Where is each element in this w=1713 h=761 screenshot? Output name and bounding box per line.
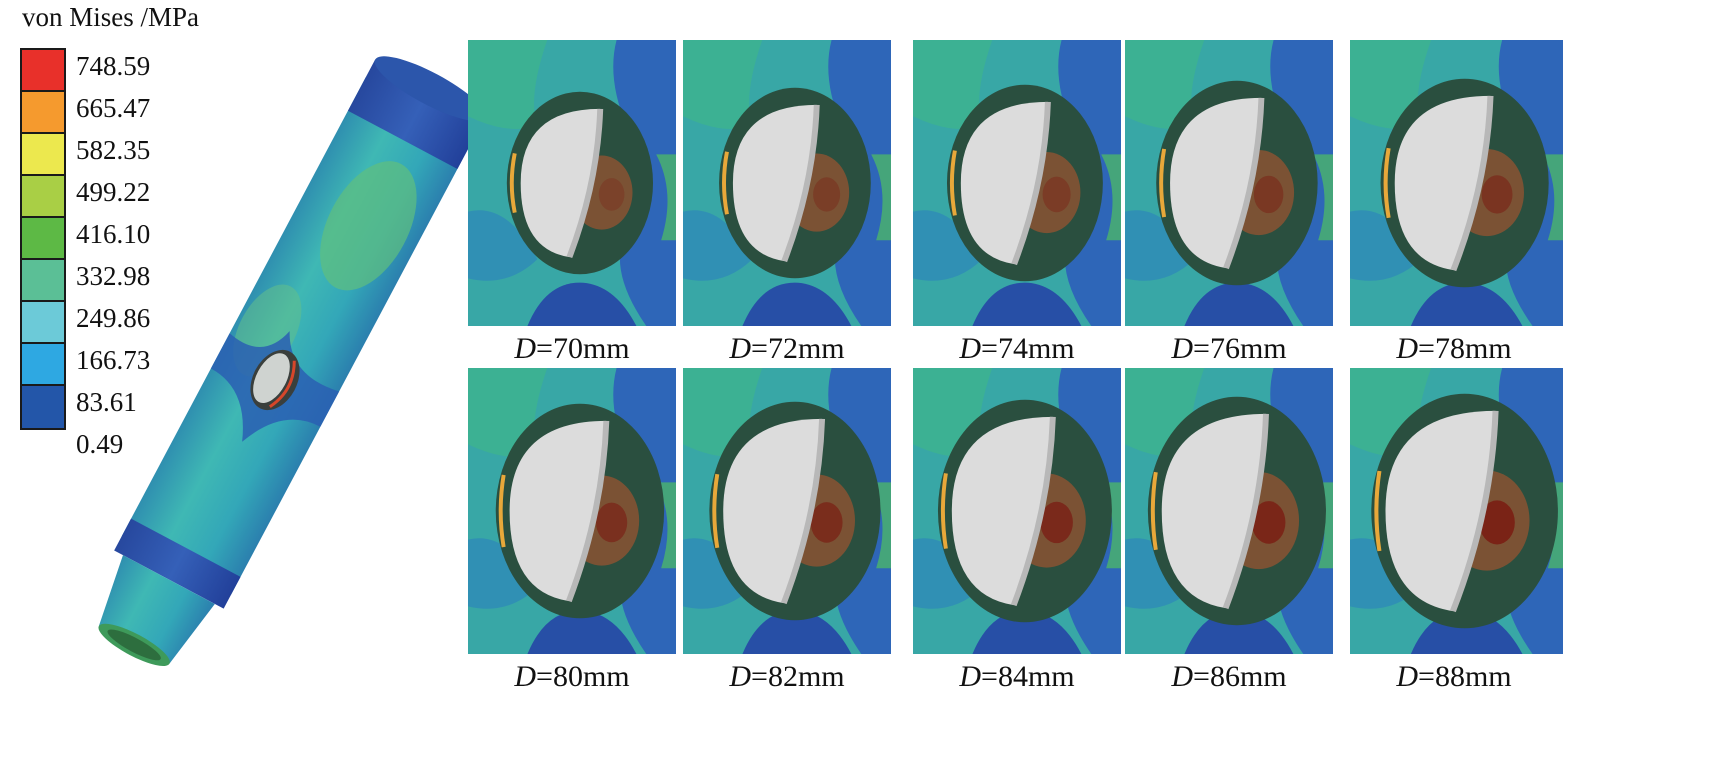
caption-variable: D (1171, 332, 1194, 365)
hole-stress-panel (683, 368, 891, 654)
caption-variable: D (729, 660, 752, 693)
legend-swatch (22, 302, 64, 344)
legend-swatch (22, 344, 64, 386)
stress-legend: von Mises /MPa 748.59 665.47 582.35 499.… (0, 0, 260, 470)
caption-value: =78mm (1418, 332, 1512, 365)
caption-variable: D (1171, 660, 1194, 693)
legend-label: 582.35 (76, 135, 151, 165)
hole-stress-panel (468, 40, 676, 326)
panel-caption: D=84mm (897, 660, 1137, 694)
legend-color-bar (20, 48, 66, 430)
legend-label: 166.73 (76, 345, 151, 375)
caption-value: =80mm (536, 660, 630, 693)
legend-swatch (22, 386, 64, 428)
panel-caption: D=88mm (1334, 660, 1574, 694)
legend-label: 332.98 (76, 261, 151, 291)
caption-value: =76mm (1193, 332, 1287, 365)
hole-stress-panel (1125, 368, 1333, 654)
panel-caption: D=78mm (1334, 332, 1574, 366)
caption-variable: D (514, 660, 537, 693)
legend-swatch (22, 50, 64, 92)
caption-value: =88mm (1418, 660, 1512, 693)
legend-label: 416.10 (76, 219, 151, 249)
caption-value: =84mm (981, 660, 1075, 693)
caption-variable: D (959, 660, 982, 693)
caption-variable: D (729, 332, 752, 365)
hole-stress-panel (468, 368, 676, 654)
caption-value: =72mm (751, 332, 845, 365)
legend-label: 499.22 (76, 177, 151, 207)
hole-stress-panel (1350, 40, 1563, 326)
legend-label: 83.61 (76, 387, 137, 417)
panel-caption: D=72mm (667, 332, 907, 366)
legend-swatch (22, 218, 64, 260)
panel-caption: D=80mm (452, 660, 692, 694)
caption-variable: D (1396, 332, 1419, 365)
legend-label: 0.49 (76, 429, 124, 459)
legend-swatch (22, 134, 64, 176)
legend-title: von Mises /MPa (22, 2, 200, 32)
caption-value: =86mm (1193, 660, 1287, 693)
legend-label: 249.86 (76, 303, 151, 333)
hole-stress-panel (913, 368, 1121, 654)
caption-variable: D (514, 332, 537, 365)
legend-swatch (22, 176, 64, 218)
caption-variable: D (959, 332, 982, 365)
panel-caption: D=70mm (452, 332, 692, 366)
hole-stress-panel (1350, 368, 1563, 654)
legend-swatch (22, 92, 64, 134)
caption-variable: D (1396, 660, 1419, 693)
shaft-stress-model (40, 30, 510, 730)
hole-stress-panel (1125, 40, 1333, 326)
caption-value: =82mm (751, 660, 845, 693)
panel-caption: D=76mm (1109, 332, 1349, 366)
caption-value: =70mm (536, 332, 630, 365)
legend-label: 665.47 (76, 93, 151, 123)
panel-caption: D=82mm (667, 660, 907, 694)
legend-swatch (22, 260, 64, 302)
hole-stress-panel (913, 40, 1121, 326)
legend-label: 748.59 (76, 51, 151, 81)
panel-caption: D=86mm (1109, 660, 1349, 694)
caption-value: =74mm (981, 332, 1075, 365)
panel-caption: D=74mm (897, 332, 1137, 366)
hole-stress-panel (683, 40, 891, 326)
